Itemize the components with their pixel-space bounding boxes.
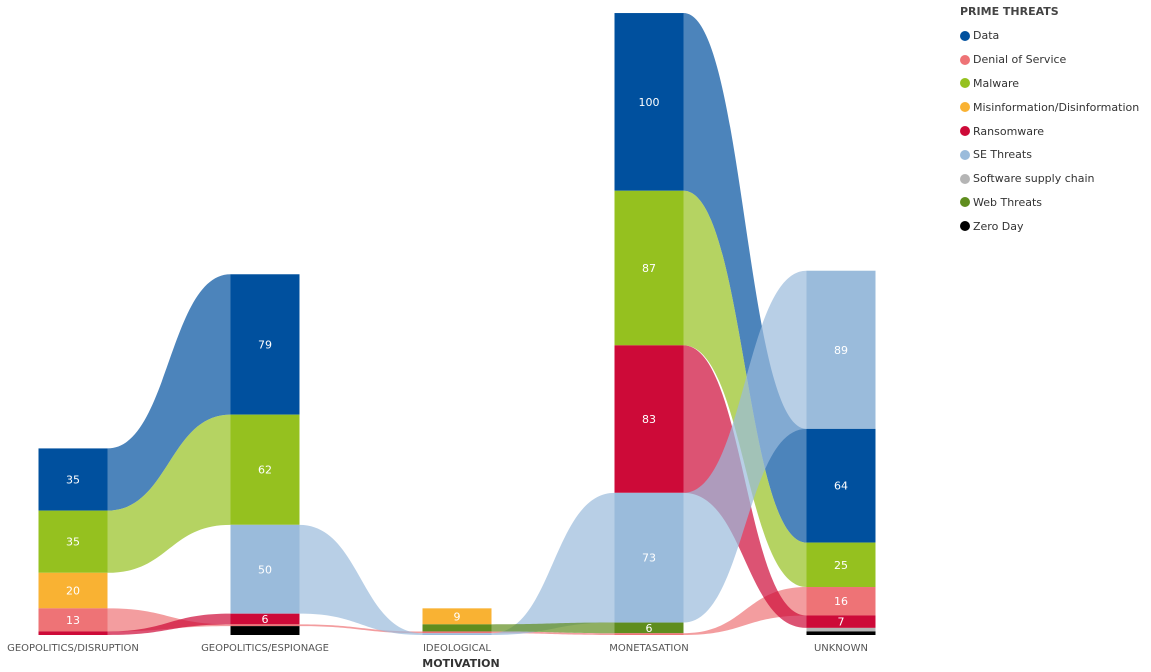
category-label: MONETASATION [609, 643, 688, 654]
data-label: 64 [834, 480, 848, 493]
bar-segment-software-supply-chain[interactable] [806, 627, 876, 632]
data-label: 79 [258, 338, 272, 351]
legend-label: Denial of Service [973, 53, 1067, 67]
bar-segment-malware[interactable] [38, 510, 108, 573]
category-label: IDEOLOGICAL [423, 643, 491, 654]
bar-segment-se-threats[interactable] [614, 492, 684, 623]
ribbon-ransomware [107, 613, 231, 635]
data-label: 16 [834, 595, 848, 608]
category-label: GEOPOLITICS/DISRUPTION [7, 643, 139, 654]
bar-segment-data[interactable] [230, 274, 300, 415]
bar-segment-denial-of-service[interactable] [422, 631, 492, 634]
data-label: 35 [66, 536, 80, 549]
bar-segment-malware[interactable] [230, 414, 300, 525]
legend-label: Malware [973, 76, 1020, 90]
bar-segment-denial-of-service[interactable] [614, 633, 684, 635]
bar-segment-ransomware[interactable] [38, 631, 108, 635]
data-label: 50 [258, 563, 272, 576]
ribbon-data [107, 274, 231, 511]
legend: PRIME THREATS Data Denial of Service Mal… [960, 5, 1139, 238]
legend-label: Zero Day [973, 219, 1024, 233]
legend-label: SE Threats [973, 148, 1032, 162]
legend-label: Ransomware [973, 124, 1045, 138]
category-label: UNKNOWN [814, 643, 868, 654]
ribbon-malware [107, 414, 231, 573]
legend-item-ransomware[interactable]: Ransomware [960, 119, 1139, 143]
legend-item-malware[interactable]: Malware [960, 72, 1139, 96]
legend-title: PRIME THREATS [960, 5, 1059, 18]
data-label: 100 [639, 96, 660, 109]
legend-swatch-misinformation [960, 102, 970, 113]
data-label: 25 [834, 559, 848, 572]
legend-label: Web Threats [973, 195, 1043, 209]
data-label: 62 [258, 464, 272, 477]
legend-swatch-malware [960, 78, 970, 89]
bar-segment-data[interactable] [614, 13, 684, 191]
data-label: 20 [66, 585, 80, 598]
x-axis-title: MOTIVATION [422, 657, 499, 670]
bar-segment-ransomware[interactable] [230, 613, 300, 625]
legend-swatch-data [960, 30, 970, 41]
legend-label: Misinformation/Disinformation [973, 100, 1140, 114]
legend-item-misinformation[interactable]: Misinformation/Disinformation [960, 95, 1139, 119]
data-label: 83 [642, 413, 656, 426]
bar-segment-se-threats[interactable] [422, 633, 492, 635]
legend-label: Software supply chain [973, 172, 1095, 186]
bar-segment-se-threats[interactable] [230, 524, 300, 614]
bar-segment-ransomware[interactable] [614, 345, 684, 493]
legend-swatch-denial-of-service [960, 54, 970, 65]
data-label: 35 [66, 474, 80, 487]
bar-segment-zero-day[interactable] [806, 631, 876, 635]
bar-segment-ransomware[interactable] [806, 615, 876, 628]
data-label: 87 [642, 262, 656, 275]
legend-swatch-se-threats [960, 149, 970, 160]
bar-segment-web-threats[interactable] [422, 624, 492, 632]
category-label: GEOPOLITICS/ESPIONAGE [201, 643, 329, 654]
legend-swatch-zero-day [960, 221, 970, 232]
bars [38, 13, 876, 635]
legend-item-se-threats[interactable]: SE Threats [960, 143, 1139, 167]
ribbon-se-threats [299, 524, 423, 635]
bar-segment-misinformation-disinformation[interactable] [38, 572, 108, 609]
bar-segment-malware[interactable] [614, 190, 684, 346]
legend-item-software-supply-chain[interactable]: Software supply chain [960, 167, 1139, 191]
data-label: 6 [262, 613, 269, 626]
bar-segment-denial-of-service[interactable] [230, 624, 300, 627]
data-label: 89 [834, 344, 848, 357]
data-label: 13 [66, 614, 80, 627]
bar-segment-zero-day[interactable] [230, 626, 300, 635]
bar-segment-denial-of-service[interactable] [806, 587, 876, 616]
legend-label: Data [973, 29, 1000, 43]
legend-item-web-threats[interactable]: Web Threats [960, 191, 1139, 215]
ribbon-se-threats [491, 492, 615, 635]
ribbon-se-threats [683, 270, 807, 623]
bar-segment-se-threats[interactable] [806, 270, 876, 429]
legend-item-data[interactable]: Data [960, 24, 1139, 48]
legend-item-zero-day[interactable]: Zero Day [960, 214, 1139, 238]
ribbon-web-threats [491, 622, 615, 634]
data-label: 9 [454, 610, 461, 623]
legend-item-denial-of-service[interactable]: Denial of Service [960, 48, 1139, 72]
legend-swatch-ransomware [960, 126, 970, 137]
bar-segment-data[interactable] [38, 448, 108, 511]
ribbons [107, 13, 807, 635]
bar-segment-misinformation-disinformation[interactable] [422, 608, 492, 625]
labels: 35352013GEOPOLITICS/DISRUPTION7962506GEO… [7, 96, 868, 670]
bar-segment-denial-of-service[interactable] [38, 608, 108, 632]
legend-swatch-web-threats [960, 197, 970, 208]
bar-segment-malware[interactable] [806, 542, 876, 588]
data-label: 6 [646, 622, 653, 635]
legend-swatch-software-supply-chain [960, 173, 970, 184]
ribbon-denial-of-service [107, 608, 231, 632]
data-label: 73 [642, 552, 656, 565]
bar-segment-data[interactable] [806, 428, 876, 543]
data-label: 7 [838, 616, 845, 629]
bar-segment-web-threats[interactable] [614, 622, 684, 634]
